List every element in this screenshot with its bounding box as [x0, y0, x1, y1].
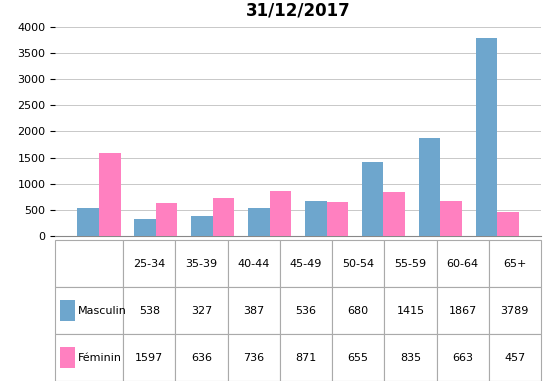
- Text: 871: 871: [295, 352, 317, 362]
- Bar: [156, 203, 177, 236]
- Bar: [248, 208, 269, 236]
- Bar: [440, 202, 462, 236]
- Text: 50-54: 50-54: [342, 259, 374, 269]
- Bar: [327, 202, 348, 236]
- Bar: [332, 240, 384, 287]
- Bar: [497, 212, 519, 236]
- Bar: [332, 334, 384, 381]
- Bar: [384, 192, 405, 236]
- Text: 538: 538: [139, 306, 160, 315]
- Bar: [191, 216, 213, 236]
- Text: 457: 457: [504, 352, 526, 362]
- Bar: [437, 240, 489, 287]
- Bar: [77, 208, 99, 236]
- Bar: [280, 240, 332, 287]
- Bar: [489, 334, 541, 381]
- Bar: [489, 287, 541, 334]
- Bar: [123, 287, 176, 334]
- Title: Médecins généralistes en droit d'exercer en Belgique au
31/12/2017: Médecins généralistes en droit d'exercer…: [33, 0, 552, 19]
- Bar: [123, 334, 176, 381]
- Bar: [99, 152, 120, 236]
- Bar: [134, 219, 156, 236]
- Bar: [489, 240, 541, 287]
- Text: 636: 636: [191, 352, 212, 362]
- Bar: [280, 334, 332, 381]
- Bar: [419, 138, 440, 236]
- Text: Masculin: Masculin: [78, 306, 126, 315]
- Bar: [332, 287, 384, 334]
- Bar: [176, 334, 227, 381]
- Text: 25-34: 25-34: [133, 259, 166, 269]
- Bar: [227, 240, 280, 287]
- Bar: [305, 200, 327, 236]
- Text: 65+: 65+: [503, 259, 527, 269]
- Bar: [55, 240, 123, 287]
- Bar: [384, 287, 437, 334]
- Bar: [362, 162, 384, 236]
- Bar: [227, 287, 280, 334]
- Bar: [60, 347, 75, 368]
- Text: 736: 736: [243, 352, 264, 362]
- Text: 663: 663: [452, 352, 473, 362]
- Bar: [176, 240, 227, 287]
- Bar: [437, 334, 489, 381]
- Bar: [476, 38, 497, 236]
- Bar: [280, 287, 332, 334]
- Bar: [384, 240, 437, 287]
- Bar: [384, 334, 437, 381]
- Bar: [227, 334, 280, 381]
- Text: 1597: 1597: [135, 352, 163, 362]
- Bar: [55, 287, 123, 334]
- Text: 680: 680: [348, 306, 369, 315]
- Text: 655: 655: [348, 352, 369, 362]
- Text: Féminin: Féminin: [78, 352, 122, 362]
- Text: 3789: 3789: [501, 306, 529, 315]
- Text: 1867: 1867: [449, 306, 477, 315]
- Text: 835: 835: [400, 352, 421, 362]
- Bar: [55, 334, 123, 381]
- Text: 1415: 1415: [396, 306, 424, 315]
- Bar: [60, 300, 75, 321]
- Text: 387: 387: [243, 306, 264, 315]
- Bar: [123, 240, 176, 287]
- Bar: [269, 190, 291, 236]
- Text: 40-44: 40-44: [237, 259, 270, 269]
- Bar: [213, 198, 235, 236]
- Text: 60-64: 60-64: [447, 259, 479, 269]
- Bar: [176, 287, 227, 334]
- Bar: [437, 287, 489, 334]
- Text: 35-39: 35-39: [185, 259, 217, 269]
- Text: 327: 327: [191, 306, 212, 315]
- Text: 55-59: 55-59: [394, 259, 427, 269]
- Text: 45-49: 45-49: [290, 259, 322, 269]
- Text: 536: 536: [295, 306, 316, 315]
